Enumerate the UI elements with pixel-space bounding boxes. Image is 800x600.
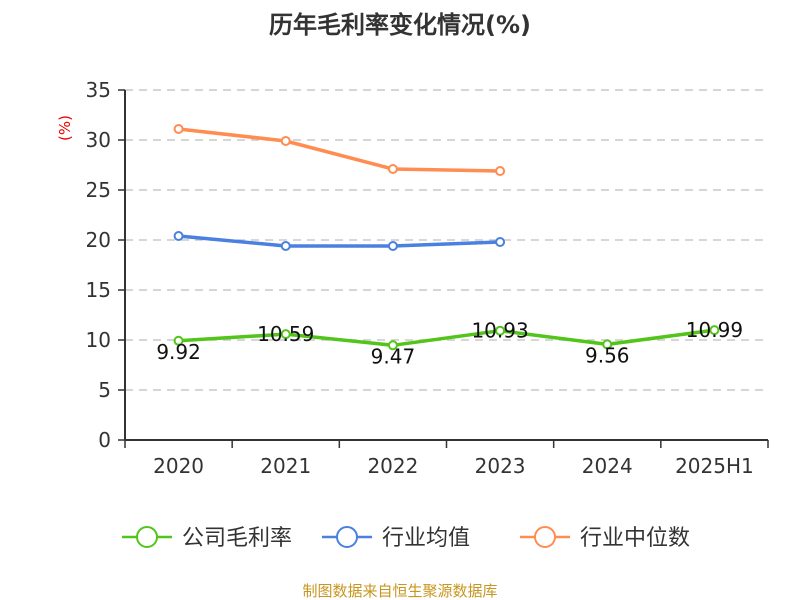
data-point (280, 329, 291, 340)
x-tick-label: 2022 (367, 454, 418, 478)
series-line (178, 328, 715, 348)
legend-marker (534, 526, 556, 548)
data-point (280, 241, 291, 251)
chart-title: 历年毛利率变化情况(%) (269, 11, 531, 39)
data-point (280, 136, 291, 146)
data-label: 9.56 (585, 343, 630, 367)
y-tick-label: 20 (86, 228, 111, 252)
data-point (173, 335, 184, 346)
data-point (173, 231, 184, 241)
x-tick-label: 2024 (582, 454, 633, 478)
y-tick-label: 30 (86, 128, 111, 152)
data-label: 9.92 (156, 340, 201, 364)
y-axis-label: (%) (56, 115, 74, 141)
y-tick-label: 15 (86, 278, 111, 302)
data-point (387, 241, 398, 251)
y-tick-label: 0 (98, 428, 111, 452)
data-point (602, 339, 613, 350)
data-label: 10.99 (686, 318, 743, 342)
x-tick-label: 2020 (153, 454, 204, 478)
data-label: 9.47 (371, 344, 416, 368)
legend-label: 行业均值 (382, 526, 470, 551)
data-point (495, 237, 506, 247)
data-label: 10.93 (471, 319, 528, 343)
x-tick-label: 2023 (475, 454, 526, 478)
legend-marker (136, 526, 158, 548)
source-note: 制图数据来自恒生聚源数据库 (302, 582, 497, 600)
data-label: 10.59 (257, 322, 314, 346)
data-point (387, 340, 398, 351)
x-tick-label: 2025H1 (675, 454, 754, 478)
series-line (178, 234, 501, 248)
y-tick-label: 10 (86, 328, 111, 352)
y-tick-label: 35 (86, 78, 111, 102)
data-point (173, 124, 184, 134)
data-point (387, 164, 398, 174)
data-point (495, 325, 506, 336)
data-point (495, 166, 506, 176)
legend-label: 公司毛利率 (182, 526, 292, 551)
x-tick-label: 2021 (260, 454, 311, 478)
data-point (709, 325, 720, 336)
legend-label: 行业中位数 (580, 526, 690, 551)
series-line (178, 127, 501, 173)
y-tick-label: 5 (98, 378, 111, 402)
legend-marker (336, 526, 358, 548)
y-tick-label: 25 (86, 178, 111, 202)
